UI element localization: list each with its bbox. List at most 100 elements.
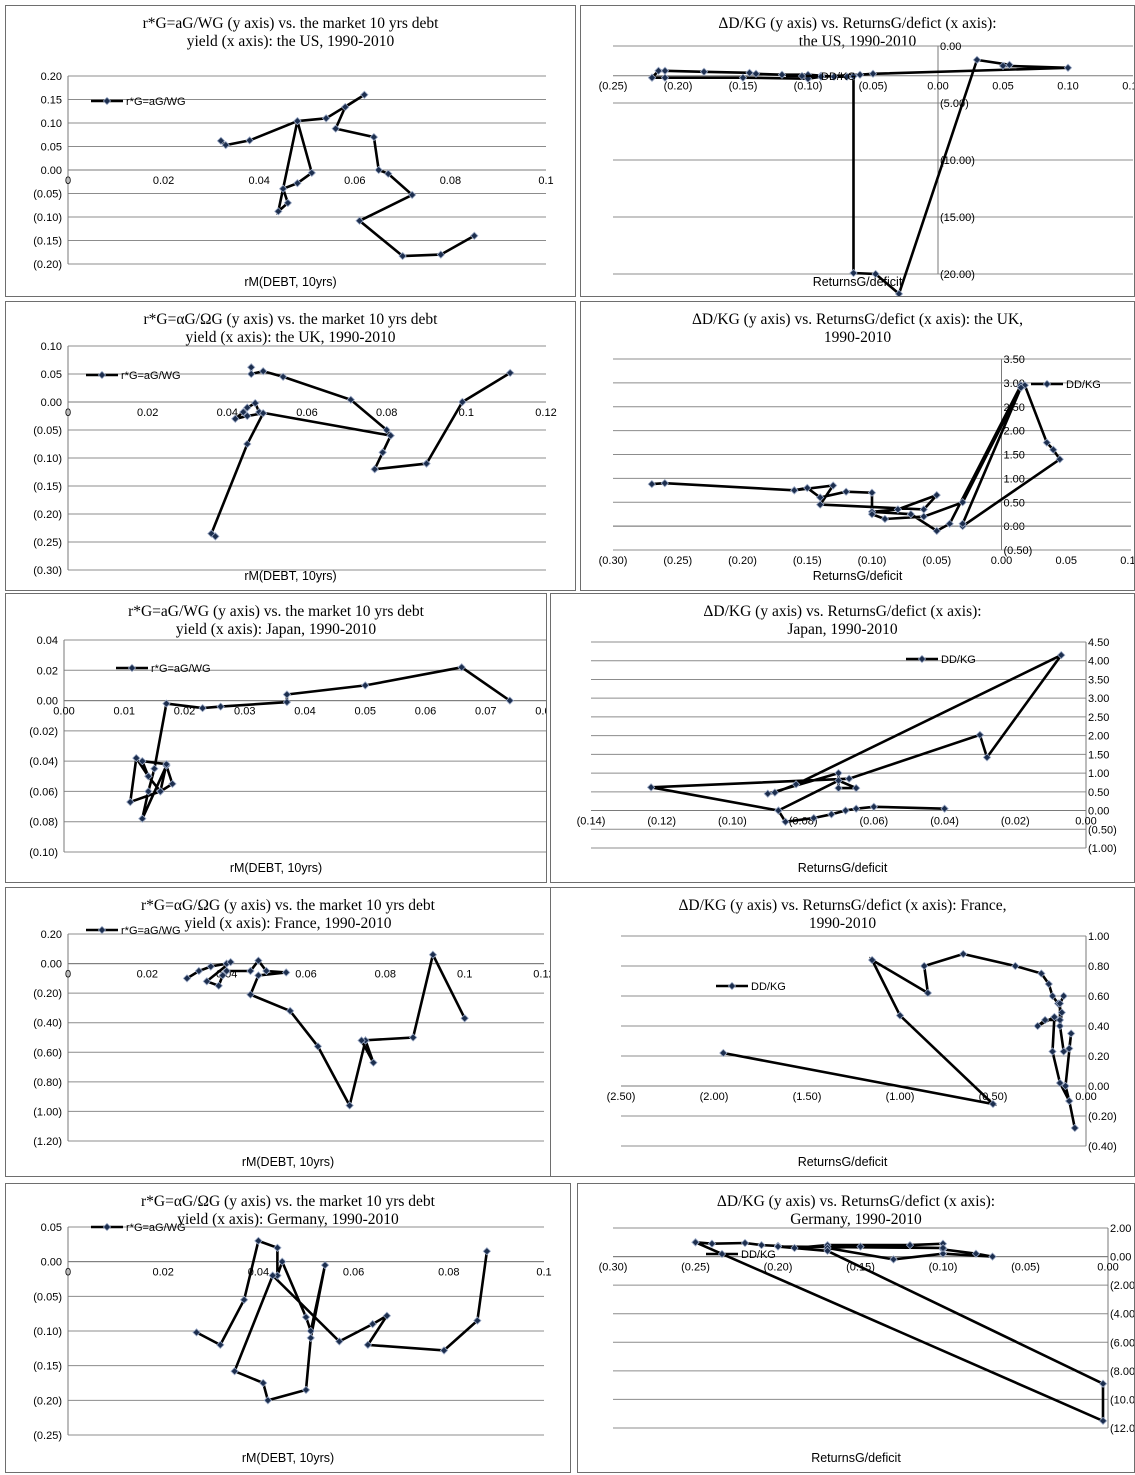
x-tick-label: 0.00 bbox=[1097, 1262, 1118, 1274]
data-point bbox=[1005, 60, 1014, 70]
y-tick-label: (20.00) bbox=[940, 269, 975, 281]
data-point bbox=[216, 702, 225, 711]
data-point bbox=[1048, 991, 1057, 1001]
data-point bbox=[1050, 1012, 1059, 1022]
data-point bbox=[777, 70, 787, 79]
x-tick-label: (0.20) bbox=[728, 555, 757, 567]
data-point bbox=[247, 363, 256, 372]
data-point bbox=[958, 498, 967, 507]
y-tick-label: 1.00 bbox=[1004, 473, 1025, 485]
legend-label: DD/KG bbox=[941, 654, 976, 666]
data-point bbox=[1016, 383, 1026, 392]
x-axis-label: ReturnsG/deficit bbox=[798, 861, 888, 875]
y-tick-label: 2.50 bbox=[1088, 712, 1109, 724]
data-point bbox=[382, 425, 391, 435]
y-tick-label: 0.00 bbox=[1088, 806, 1109, 818]
legend-label: DD/KG bbox=[741, 1249, 776, 1261]
data-point bbox=[855, 70, 865, 79]
x-tick-label: (0.04) bbox=[930, 816, 959, 828]
data-point bbox=[407, 190, 417, 200]
x-tick-label: (0.15) bbox=[793, 555, 822, 567]
data-point bbox=[982, 753, 992, 762]
data-point bbox=[745, 68, 754, 77]
chart-japan-rstar-vs-yield: r*G=aG/WG (y axis) vs. the market 10 yrs… bbox=[5, 593, 547, 883]
x-tick-label: (0.30) bbox=[599, 555, 628, 567]
data-point bbox=[1063, 63, 1073, 72]
data-point bbox=[867, 488, 877, 497]
y-tick-label: (10.00) bbox=[1110, 1394, 1134, 1406]
data-point bbox=[258, 1378, 268, 1388]
chart-title-line: ΔD/KG (y axis) vs. ReturnsG/defict (x ax… bbox=[718, 15, 996, 32]
data-point bbox=[263, 1396, 273, 1405]
x-tick-label: (0.14) bbox=[577, 816, 606, 828]
chart-title-line: yield (x axis): the UK, 1990-2010 bbox=[185, 329, 395, 346]
data-point bbox=[370, 465, 379, 474]
data-point bbox=[282, 697, 292, 707]
data-point bbox=[823, 1246, 832, 1256]
data-point bbox=[218, 971, 227, 980]
x-tick-label: 0.00 bbox=[1075, 816, 1096, 828]
data-point bbox=[1055, 1021, 1065, 1031]
data-point bbox=[341, 102, 350, 112]
x-tick-label: (0.06) bbox=[859, 816, 888, 828]
y-tick-label: (0.20) bbox=[33, 1395, 62, 1407]
y-tick-label: (0.10) bbox=[29, 847, 58, 859]
data-point bbox=[505, 696, 515, 705]
data-point bbox=[816, 493, 825, 502]
data-point bbox=[1070, 1123, 1080, 1133]
data-point bbox=[132, 753, 141, 763]
chart-france-rstar-vs-yield: r*G=αG/ΩG (y axis) vs. the market 10 yrs… bbox=[5, 887, 571, 1177]
series-line bbox=[209, 367, 511, 538]
x-tick-label: (0.10) bbox=[794, 81, 823, 93]
data-point bbox=[206, 962, 215, 971]
y-tick-label: (0.40) bbox=[33, 1018, 62, 1030]
data-point bbox=[361, 681, 370, 690]
data-point bbox=[320, 1260, 330, 1270]
chart-canvas: r*G=aG/WG (y axis) vs. the market 10 yrs… bbox=[33, 15, 553, 289]
chart-title-line: ΔD/KG (y axis) vs. ReturnsG/defict (x ax… bbox=[692, 311, 1023, 328]
data-point bbox=[647, 73, 657, 82]
legend-marker bbox=[1042, 379, 1052, 389]
chart-canvas: r*G=aG/WG (y axis) vs. the market 10 yrs… bbox=[29, 603, 546, 875]
data-point bbox=[774, 806, 783, 815]
legend-marker bbox=[727, 981, 737, 991]
y-tick-label: (1.20) bbox=[33, 1136, 62, 1148]
x-tick-label: (0.10) bbox=[718, 816, 747, 828]
y-tick-label: 0.00 bbox=[41, 959, 62, 971]
data-point bbox=[1059, 1047, 1068, 1056]
chart-us-dk-vs-returns: ΔD/KG (y axis) vs. ReturnsG/defict (x ax… bbox=[580, 5, 1135, 297]
data-point bbox=[285, 1006, 295, 1016]
x-tick-label: 0.1 bbox=[536, 1267, 551, 1279]
data-point bbox=[1033, 1021, 1042, 1031]
x-tick-label: 0.08 bbox=[535, 706, 546, 718]
chart-canvas: ΔD/KG (y axis) vs. ReturnsG/defict (x ax… bbox=[607, 897, 1117, 1169]
data-point bbox=[168, 779, 177, 789]
data-point bbox=[473, 1316, 482, 1325]
data-point bbox=[1048, 1047, 1057, 1056]
y-tick-label: 2.00 bbox=[1088, 731, 1109, 743]
x-tick-label: 0.02 bbox=[153, 175, 174, 187]
chart-uk-rstar-vs-yield: r*G=αG/ΩG (y axis) vs. the market 10 yrs… bbox=[5, 301, 576, 591]
y-tick-label: (0.05) bbox=[33, 189, 62, 201]
y-tick-label: 0.00 bbox=[41, 397, 62, 409]
y-tick-label: 0.40 bbox=[1088, 1021, 1109, 1033]
y-tick-label: 2.00 bbox=[1110, 1223, 1131, 1235]
x-tick-label: (0.10) bbox=[858, 555, 887, 567]
chart-canvas: ΔD/KG (y axis) vs. ReturnsG/defict (x ax… bbox=[577, 603, 1117, 875]
y-tick-label: 0.05 bbox=[41, 369, 62, 381]
data-point bbox=[959, 949, 968, 959]
data-point bbox=[378, 448, 387, 457]
data-point bbox=[1057, 1008, 1066, 1017]
data-point bbox=[880, 514, 890, 524]
x-tick-label: 0.06 bbox=[296, 407, 317, 419]
data-point bbox=[363, 1340, 373, 1350]
y-tick-label: (0.25) bbox=[33, 537, 62, 549]
x-tick-label: 0.1 bbox=[538, 175, 553, 187]
x-tick-label: (0.05) bbox=[1011, 1262, 1040, 1274]
data-point bbox=[738, 73, 748, 82]
y-tick-label: (6.00) bbox=[1110, 1337, 1134, 1349]
data-point bbox=[369, 132, 379, 142]
data-point bbox=[274, 207, 283, 216]
data-point bbox=[1098, 1379, 1108, 1388]
chart-title-line: yield (x axis): France, 1990-2010 bbox=[184, 915, 391, 932]
